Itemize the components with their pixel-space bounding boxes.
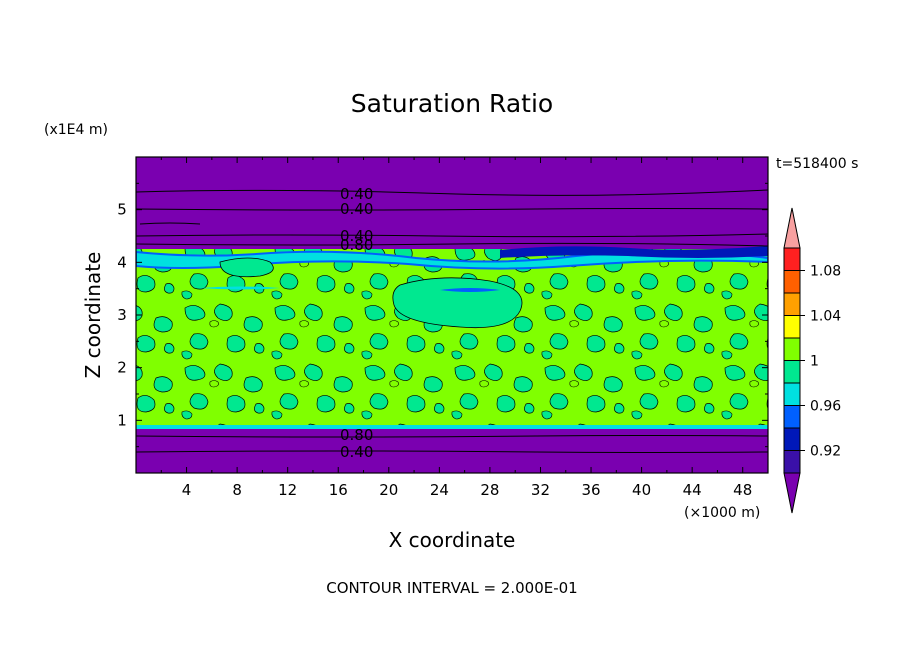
x-tick-label: 4 xyxy=(182,481,192,499)
y-tick-label: 3 xyxy=(117,306,127,324)
y-axis-ticks: 1 2 3 4 5 xyxy=(117,182,768,448)
x-tick-label: 36 xyxy=(581,481,600,499)
colorbar-swatch xyxy=(783,315,801,339)
contour-label: 0.40 xyxy=(340,200,373,218)
colorbar-swatch xyxy=(783,292,801,316)
contour-line xyxy=(136,189,768,196)
contour-label: 0.80 xyxy=(340,426,373,444)
x-tick-label: 8 xyxy=(232,481,242,499)
colorbar-swatch xyxy=(783,337,801,361)
contour-line xyxy=(139,222,201,225)
y-tick-label: 2 xyxy=(117,359,127,377)
x-tick-label: 12 xyxy=(278,481,297,499)
colorbar-swatch xyxy=(783,450,801,474)
colorbar-label: 1.08 xyxy=(810,264,841,280)
x-tick-label: 44 xyxy=(683,481,702,499)
contour-interval-footer: CONTOUR INTERVAL = 2.000E-01 xyxy=(326,579,577,597)
colorbar-top-arrow xyxy=(783,207,801,249)
x-tick-label: 32 xyxy=(531,481,550,499)
cloud-base-cyan xyxy=(136,425,768,430)
chart-title: Saturation Ratio xyxy=(351,89,553,118)
cloud-top-blue-streak xyxy=(500,246,768,258)
contour-label: 0.80 xyxy=(340,236,373,254)
contour-line xyxy=(136,242,768,247)
contour-line xyxy=(136,208,768,211)
cloud-cell-left xyxy=(219,257,274,278)
colorbar-label: 0.92 xyxy=(810,444,841,460)
colorbar-label: 1 xyxy=(810,354,819,370)
y-axis-label: Z coordinate xyxy=(81,252,105,379)
contour-field xyxy=(136,157,768,473)
upper-dry-layer xyxy=(136,157,768,249)
colorbar-bottom-arrow xyxy=(783,472,801,514)
colorbar-swatch xyxy=(783,427,801,451)
colorbar-swatch xyxy=(783,405,801,429)
contour-label: 0.40 xyxy=(340,227,373,245)
x-tick-label: 20 xyxy=(379,481,398,499)
x-unit-label: (×1000 m) xyxy=(684,505,760,521)
contour-label: 0.40 xyxy=(340,185,373,203)
cloud-layer xyxy=(136,249,768,429)
x-tick-label: 24 xyxy=(430,481,449,499)
x-axis-ticks: 4 8 12 16 20 24 28 32 36 40 44 48 xyxy=(160,157,752,499)
cloud-cyan-wisp xyxy=(200,286,280,290)
y-unit-label: (x1E4 m) xyxy=(44,122,108,138)
colorbar-label: 1.04 xyxy=(810,309,841,325)
y-tick-label: 1 xyxy=(117,411,127,429)
colorbar-label: 0.96 xyxy=(810,399,841,415)
y-tick-label: 4 xyxy=(117,253,127,271)
contour-label: 0.40 xyxy=(340,443,373,461)
x-tick-label: 48 xyxy=(733,481,752,499)
x-tick-label: 16 xyxy=(329,481,348,499)
time-label: t=518400 s xyxy=(776,156,858,172)
x-axis-label: X coordinate xyxy=(389,528,516,552)
colorbar-swatch xyxy=(783,382,801,406)
colorbar-swatch xyxy=(783,360,801,384)
colorbar-swatch xyxy=(783,247,801,271)
x-tick-label: 40 xyxy=(632,481,651,499)
contour-labels: 0.40 0.40 0.40 0.80 0.80 0.40 xyxy=(340,185,373,461)
colorbar-swatch xyxy=(783,270,801,294)
cloud-blue-wisp xyxy=(440,288,500,292)
contour-line xyxy=(136,233,768,238)
contour-line xyxy=(136,450,768,453)
x-tick-label: 28 xyxy=(480,481,499,499)
y-tick-label: 5 xyxy=(117,201,127,219)
colorbar: 1.08 1.04 1 0.96 0.92 xyxy=(783,207,841,514)
contour-line xyxy=(136,435,768,438)
